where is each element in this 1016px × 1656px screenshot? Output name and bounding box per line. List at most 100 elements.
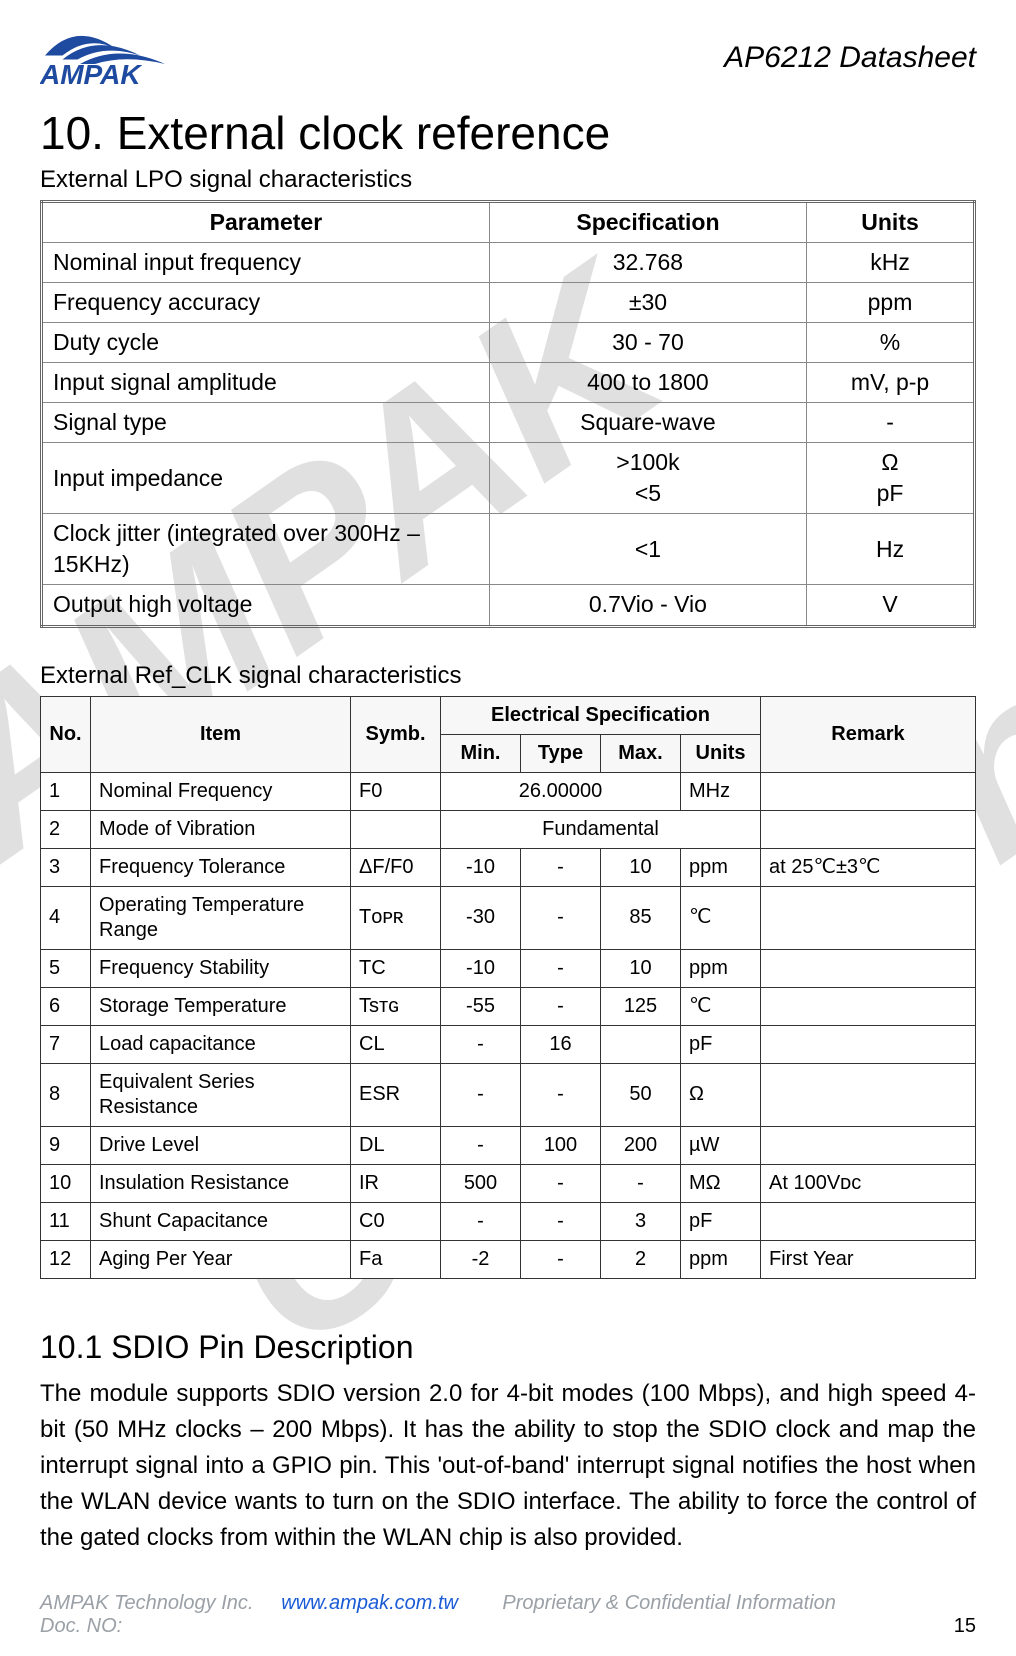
refclk-header-typ: Type [521, 734, 601, 772]
refclk-no: 4 [41, 886, 91, 949]
table-row: 1Nominal FrequencyF026.00000MHz [41, 772, 976, 810]
refclk-symb: Fa [351, 1240, 441, 1278]
lpo-units: - [807, 403, 975, 443]
refclk-min: -10 [441, 949, 521, 987]
logo: AMPAK [40, 28, 180, 88]
refclk-min: -10 [441, 848, 521, 886]
table-row: Output high voltage0.7Vio - VioV [42, 585, 975, 626]
footer-docno: Doc. NO: [40, 1615, 122, 1637]
table-row: 10Insulation ResistanceIR500--MΩAt 100Vᴅ… [41, 1164, 976, 1202]
refclk-symb: CL [351, 1025, 441, 1063]
refclk-units: MHz [681, 772, 761, 810]
refclk-max: 10 [601, 949, 681, 987]
lpo-param: Input signal amplitude [42, 363, 490, 403]
table-row: 3Frequency ToleranceΔF/F0-10-10ppmat 25℃… [41, 848, 976, 886]
footer-link[interactable]: www.ampak.com.tw [281, 1592, 458, 1614]
refclk-remark [761, 772, 976, 810]
document-title: AP6212 Datasheet [724, 41, 976, 75]
refclk-min: - [441, 1202, 521, 1240]
refclk-header-elecspan: Electrical Specification [441, 696, 761, 734]
refclk-header-symb: Symb. [351, 696, 441, 772]
refclk-remark [761, 1063, 976, 1126]
lpo-spec: <1 [489, 514, 806, 585]
lpo-param: Nominal input frequency [42, 243, 490, 283]
refclk-item: Insulation Resistance [91, 1164, 351, 1202]
refclk-units: pF [681, 1202, 761, 1240]
refclk-remark: First Year [761, 1240, 976, 1278]
refclk-no: 3 [41, 848, 91, 886]
table-row: Nominal input frequency32.768kHz [42, 243, 975, 283]
refclk-symb: Tsᴛɢ [351, 987, 441, 1025]
lpo-param: Output high voltage [42, 585, 490, 626]
refclk-item: Operating Temperature Range [91, 886, 351, 949]
lpo-header-param: Parameter [42, 202, 490, 243]
lpo-units: V [807, 585, 975, 626]
footer-note: Proprietary & Confidential Information [502, 1592, 836, 1614]
refclk-max: - [601, 1164, 681, 1202]
refclk-header-item: Item [91, 696, 351, 772]
lpo-spec: 400 to 1800 [489, 363, 806, 403]
refclk-typ: - [521, 848, 601, 886]
lpo-units: mV, p-p [807, 363, 975, 403]
lpo-spec: 30 - 70 [489, 323, 806, 363]
page-number: 15 [954, 1615, 976, 1638]
refclk-min: 500 [441, 1164, 521, 1202]
refclk-remark [761, 1126, 976, 1164]
refclk-max: 200 [601, 1126, 681, 1164]
table-row: 11Shunt CapacitanceC0--3pF [41, 1202, 976, 1240]
refclk-remark [761, 949, 976, 987]
refclk-item: Aging Per Year [91, 1240, 351, 1278]
refclk-units: µW [681, 1126, 761, 1164]
refclk-symb: ESR [351, 1063, 441, 1126]
table-row: Clock jitter (integrated over 300Hz – 15… [42, 514, 975, 585]
refclk-symb: C0 [351, 1202, 441, 1240]
lpo-param: Signal type [42, 403, 490, 443]
refclk-min: - [441, 1025, 521, 1063]
body-paragraph: The module supports SDIO version 2.0 for… [40, 1376, 976, 1556]
table-row: 12Aging Per YearFa-2-2ppmFirst Year [41, 1240, 976, 1278]
refclk-header-no: No. [41, 696, 91, 772]
refclk-no: 1 [41, 772, 91, 810]
refclk-units: ppm [681, 848, 761, 886]
refclk-remark: At 100Vᴅᴄ [761, 1164, 976, 1202]
refclk-remark [761, 810, 976, 848]
table-row: Signal typeSquare-wave- [42, 403, 975, 443]
ampak-logo-icon: AMPAK [40, 28, 180, 88]
refclk-item: Storage Temperature [91, 987, 351, 1025]
refclk-min: - [441, 1063, 521, 1126]
refclk-typspan: 26.00000 [441, 772, 681, 810]
lpo-header-units: Units [807, 202, 975, 243]
refclk-units: pF [681, 1025, 761, 1063]
table-row: 5Frequency StabilityTC-10-10ppm [41, 949, 976, 987]
refclk-header-units: Units [681, 734, 761, 772]
refclk-symb: F0 [351, 772, 441, 810]
refclk-no: 11 [41, 1202, 91, 1240]
lpo-header-spec: Specification [489, 202, 806, 243]
refclk-max: 125 [601, 987, 681, 1025]
svg-text:AMPAK: AMPAK [40, 59, 142, 88]
refclk-units: ppm [681, 949, 761, 987]
refclk-typ: - [521, 1202, 601, 1240]
refclk-max: 85 [601, 886, 681, 949]
refclk-item: Mode of Vibration [91, 810, 351, 848]
lpo-param: Frequency accuracy [42, 283, 490, 323]
refclk-header-min: Min. [441, 734, 521, 772]
refclk-no: 2 [41, 810, 91, 848]
refclk-item: Frequency Tolerance [91, 848, 351, 886]
refclk-no: 12 [41, 1240, 91, 1278]
lpo-spec: Square-wave [489, 403, 806, 443]
refclk-units: ppm [681, 1240, 761, 1278]
refclk-header-max: Max. [601, 734, 681, 772]
refclk-no: 5 [41, 949, 91, 987]
refclk-item: Shunt Capacitance [91, 1202, 351, 1240]
refclk-no: 6 [41, 987, 91, 1025]
refclk-symb: TC [351, 949, 441, 987]
refclk-typ: - [521, 1240, 601, 1278]
lpo-spec: >100k<5 [489, 443, 806, 514]
refclk-remark [761, 1202, 976, 1240]
table-row: 7Load capacitanceCL-16pF [41, 1025, 976, 1063]
lpo-units: % [807, 323, 975, 363]
page-header: AMPAK AP6212 Datasheet [40, 28, 976, 88]
lpo-param: Input impedance [42, 443, 490, 514]
page-footer: AMPAK Technology Inc. www.ampak.com.tw P… [40, 1592, 976, 1638]
